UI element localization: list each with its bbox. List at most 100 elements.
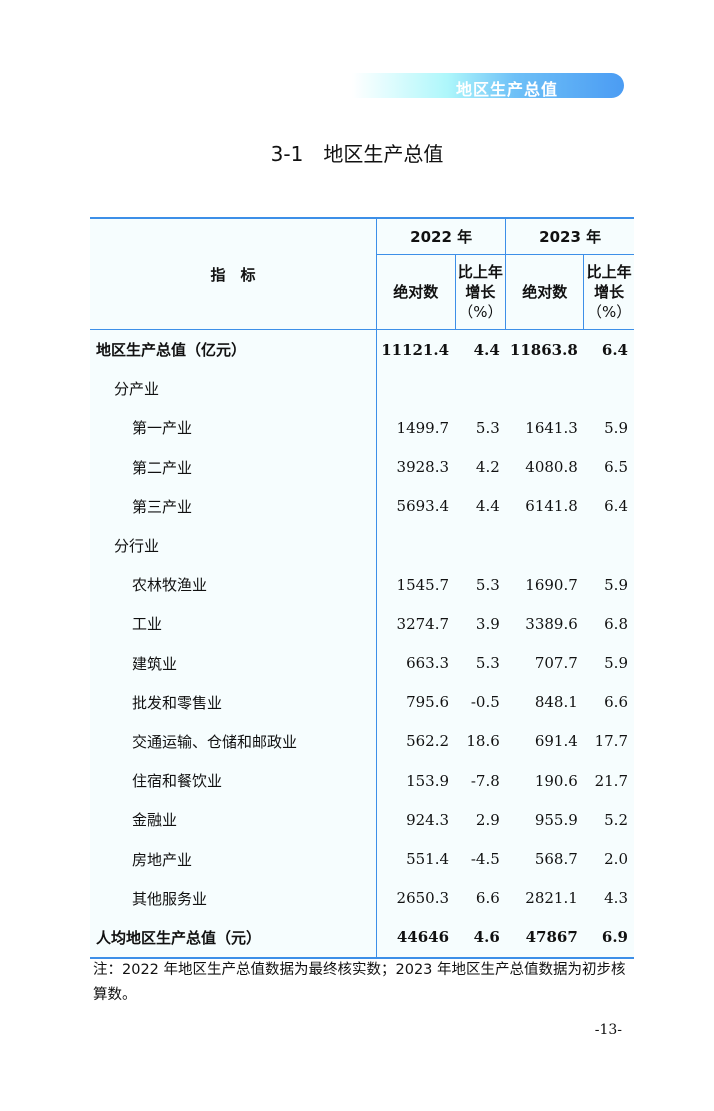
table-row: 住宿和餐饮业 153.9 -7.8 190.6 21.7 xyxy=(90,761,634,801)
cell-value: 562.2 xyxy=(406,732,450,751)
table-row: 第三产业 5693.4 4.4 6141.8 6.4 xyxy=(90,486,634,526)
footnote: 注：2022 年地区生产总值数据为最终核实数；2023 年地区生产总值数据为初步… xyxy=(93,962,626,1003)
cell-value: 6.9 xyxy=(601,928,628,947)
row-label: 地区生产总值（亿元） xyxy=(90,329,377,370)
cell-value: 6.6 xyxy=(604,693,628,712)
row-label: 建筑业 xyxy=(90,643,377,683)
row-label: 第二产业 xyxy=(90,447,377,487)
cell-value: 1545.7 xyxy=(396,575,450,594)
table-row: 分产业 xyxy=(90,369,634,409)
cell-value: 1499.7 xyxy=(396,418,450,437)
table-row: 第二产业 3928.3 4.2 4080.8 6.5 xyxy=(90,447,634,487)
header-year-2023: 2023 年 xyxy=(505,218,634,255)
cell-value: 190.6 xyxy=(534,771,578,790)
row-label: 分产业 xyxy=(90,369,377,409)
table-row: 其他服务业 2650.3 6.6 2821.1 4.3 xyxy=(90,878,634,918)
header-growth: 比上年 增长 （%） xyxy=(583,254,634,330)
table-row: 建筑业 663.3 5.3 707.7 5.9 xyxy=(90,643,634,683)
gdp-table: 指 标 2022 年 2023 年 绝对数 比上年 增长 （%） 绝对数 比上年 增长… xyxy=(90,217,634,959)
cell-value: 5693.4 xyxy=(396,497,450,516)
cell-value: 551.4 xyxy=(406,850,450,869)
cell-value xyxy=(584,526,634,565)
cell-value: -7.8 xyxy=(470,771,500,790)
header-growth: 比上年 增长 （%） xyxy=(454,254,507,330)
table-row: 农林牧渔业 1545.7 5.3 1690.7 5.9 xyxy=(90,565,634,605)
cell-value: 5.9 xyxy=(604,418,628,437)
cell-value: 848.1 xyxy=(534,693,578,712)
cell-value: 1641.3 xyxy=(525,418,578,437)
cell-value: 707.7 xyxy=(534,654,578,673)
row-label: 其他服务业 xyxy=(90,878,377,918)
banner-text: 地区生产总值 xyxy=(456,80,559,99)
page-title: 3-1 地区生产总值 xyxy=(270,142,444,166)
table-row: 交通运输、仓储和邮政业 562.2 18.6 691.4 17.7 xyxy=(90,721,634,762)
cell-value: 6.4 xyxy=(601,340,628,359)
header-year-2022: 2022 年 xyxy=(375,218,507,255)
cell-value xyxy=(455,369,506,408)
cell-value: 6.6 xyxy=(475,889,500,908)
cell-value: 11121.4 xyxy=(381,340,450,359)
cell-value xyxy=(506,369,584,408)
cell-value: 568.7 xyxy=(534,850,578,869)
cell-value: 4.6 xyxy=(473,928,500,947)
cell-value: 4080.8 xyxy=(525,458,578,477)
cell-value: 6.5 xyxy=(604,458,628,477)
cell-value: 5.3 xyxy=(475,418,500,437)
cell-value: 3274.7 xyxy=(396,614,450,633)
row-label: 第三产业 xyxy=(90,486,377,526)
cell-value: 5.2 xyxy=(604,810,628,829)
header-indicator: 指 标 xyxy=(90,218,377,330)
row-label: 人均地区生产总值（元） xyxy=(90,917,377,958)
row-label: 分行业 xyxy=(90,525,377,566)
cell-value xyxy=(377,369,456,408)
cell-value xyxy=(506,526,584,565)
row-label: 工业 xyxy=(90,604,377,644)
cell-value xyxy=(455,526,506,565)
row-label: 批发和零售业 xyxy=(90,682,377,722)
cell-value: 17.7 xyxy=(594,732,628,751)
cell-value: 2.0 xyxy=(604,850,628,869)
cell-value: 6.8 xyxy=(604,614,628,633)
cell-value: 6141.8 xyxy=(525,497,578,516)
cell-value: 2821.1 xyxy=(525,889,578,908)
cell-value: 2650.3 xyxy=(396,889,450,908)
cell-value: -0.5 xyxy=(470,693,500,712)
cell-value: 6.4 xyxy=(604,497,628,516)
cell-value: 44646 xyxy=(396,928,450,947)
row-label: 金融业 xyxy=(90,800,377,840)
table-row: 分行业 xyxy=(90,525,634,566)
cell-value: 18.6 xyxy=(466,732,500,751)
cell-value: 5.3 xyxy=(475,575,500,594)
cell-value: 2.9 xyxy=(475,810,500,829)
table-row: 批发和零售业 795.6 -0.5 848.1 6.6 xyxy=(90,682,634,722)
cell-value: 4.4 xyxy=(475,497,500,516)
row-label: 第一产业 xyxy=(90,408,377,448)
cell-value xyxy=(377,526,456,565)
cell-value xyxy=(584,369,634,408)
cell-value: 795.6 xyxy=(406,693,450,712)
table-row: 房地产业 551.4 -4.5 568.7 2.0 xyxy=(90,839,634,879)
cell-value: 21.7 xyxy=(594,771,628,790)
cell-value: 663.3 xyxy=(406,654,450,673)
cell-value: 1690.7 xyxy=(525,575,578,594)
header-abs: 绝对数 xyxy=(376,254,456,330)
table-row: 工业 3274.7 3.9 3389.6 6.8 xyxy=(90,604,634,644)
row-label: 农林牧渔业 xyxy=(90,565,377,605)
cell-value: 4.3 xyxy=(604,889,628,908)
cell-value: 3.9 xyxy=(475,614,500,633)
row-label: 交通运输、仓储和邮政业 xyxy=(90,721,377,762)
cell-value: -4.5 xyxy=(470,850,500,869)
section-banner: 地区生产总值 xyxy=(352,73,624,99)
cell-value: 3928.3 xyxy=(396,458,450,477)
header-abs: 绝对数 xyxy=(505,254,585,330)
cell-value: 5.3 xyxy=(475,654,500,673)
cell-value: 5.9 xyxy=(604,575,628,594)
page-number: -13- xyxy=(594,1022,622,1038)
cell-value: 924.3 xyxy=(406,810,450,829)
cell-value: 3389.6 xyxy=(525,614,578,633)
cell-value: 47867 xyxy=(525,928,578,947)
row-label: 住宿和餐饮业 xyxy=(90,761,377,801)
table-row: 第一产业 1499.7 5.3 1641.3 5.9 xyxy=(90,408,634,448)
table-row: 金融业 924.3 2.9 955.9 5.2 xyxy=(90,800,634,840)
table-row: 人均地区生产总值（元） 44646 4.6 47867 6.9 xyxy=(90,917,634,958)
